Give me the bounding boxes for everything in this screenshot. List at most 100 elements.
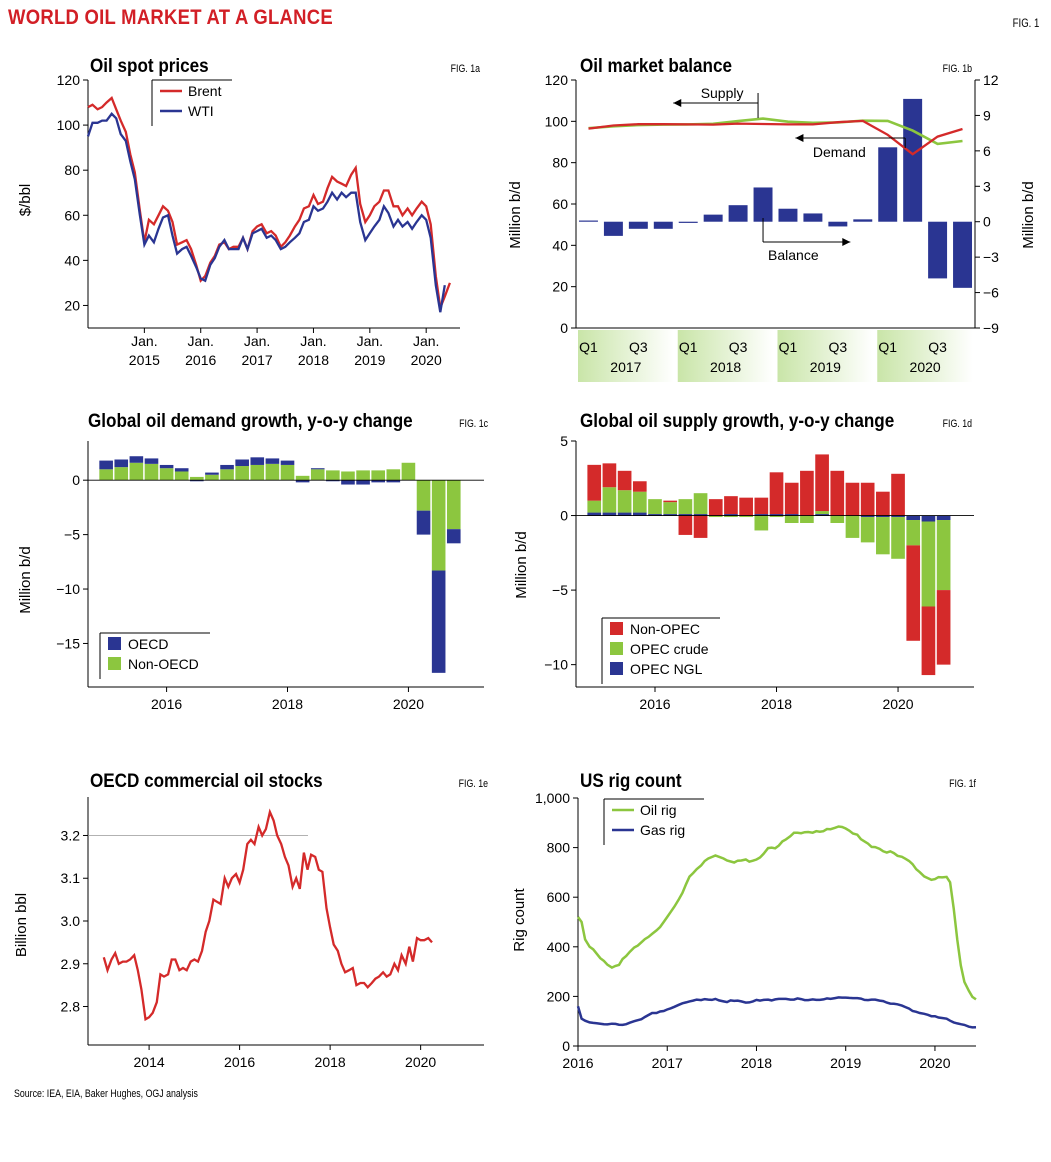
chart-oil-spot-prices: Oil spot prices FIG. 1a 20 40 60 80 100 120 $/bb… [17,55,480,368]
panel-title: OECD commercial oil stocks [90,770,323,791]
bar-opec_crude [724,515,738,518]
x-tick-label: 2016 [185,352,216,368]
x-tick-label: 2017 [242,352,273,368]
bar-oecd [114,459,129,468]
panel-fig-number: FIG. 1c [459,418,488,430]
bar-oecd [341,480,355,485]
legend-swatch [610,662,623,675]
x-tick-label: 2018 [298,352,329,368]
bar-opec_ngl [587,512,602,516]
y-axis-label: Million b/d [17,546,34,614]
balance-bar [728,205,748,222]
chart-oil-market-balance: Oil market balance FIG. 1b 2017 Q1 Q3 2018 Q1 Q… [507,55,1037,382]
legend-swatch [610,642,623,655]
balance-bar [953,221,973,288]
y-tick-label-right: −3 [983,249,999,265]
panel-title: Global oil supply growth, y-o-y change [580,410,894,431]
bar-oecd [310,468,325,470]
x-tick-label: 2018 [761,696,792,712]
y-axis-label: Million b/d [513,531,530,599]
bar-opec_crude [739,515,753,518]
balance-bar [928,221,948,279]
x-tick-label: Jan. [187,333,213,349]
bar-non_opec [632,481,647,492]
y-tick-label-right: 3 [983,178,991,194]
bar-opec_crude [693,493,708,515]
x-tick-label: 2017 [652,1055,683,1071]
x-year-label: 2020 [910,359,941,375]
bar-opec_crude [648,499,662,515]
y-tick-label: 3.1 [61,870,81,886]
balance-bar [753,187,773,222]
x-quarter-label: Q1 [878,339,897,355]
bar-non_opec [800,470,814,516]
bar-oecd [250,457,265,465]
legend-swatch [108,637,121,650]
legend-label: Oil rig [640,802,677,818]
balance-bar [653,221,673,229]
y-tick-label-right: −6 [983,285,999,301]
x-tick-label: 2016 [639,696,670,712]
year-band [677,330,774,382]
y-tick-label: 0 [72,472,80,488]
y-tick-label: 1,000 [535,790,570,806]
x-quarter-label: Q3 [629,339,648,355]
x-tick-label: Jan. [413,333,439,349]
y-tick-label: 3.2 [61,827,81,843]
y-tick-label: −10 [544,657,568,673]
bar-non_opec [708,499,723,516]
bar-non_oecd [144,463,159,481]
x-tick-label: 2020 [919,1055,950,1071]
y-tick-label: −5 [64,527,80,543]
panel-title: Oil market balance [580,55,732,76]
bar-opec_ngl [663,514,678,516]
bar-oecd [326,480,340,482]
bar-opec_ngl [921,515,936,522]
y-tick-label: 120 [545,72,569,88]
source-note: Source: IEA, EIA, Baker Hughes, OGJ anal… [14,1088,198,1100]
y-tick-label: 400 [547,939,571,955]
bar-opec_crude [815,511,829,515]
bar-oecd [371,480,385,483]
y-tick-label: 100 [545,113,569,129]
bar-non_oecd [416,480,431,511]
bar-non_opec [906,545,921,641]
bar-non_oecd [371,470,385,481]
bar-non_opec [936,590,951,665]
y-tick-label: 40 [64,252,80,268]
bar-non_oecd [295,475,310,481]
x-quarter-label: Q1 [679,339,698,355]
bar-non_oecd [310,469,325,481]
x-year-label: 2018 [710,359,741,375]
x-year-label: 2017 [610,359,641,375]
bar-opec_ngl [769,514,784,516]
bar-opec_ngl [891,515,905,518]
bar-non_oecd [265,463,280,481]
y-tick-label: −10 [56,581,80,597]
y-tick-label: 100 [57,117,81,133]
bar-opec_crude [784,515,799,523]
balance-bar [703,214,723,222]
y-tick-label: 600 [547,889,571,905]
bar-opec_crude [754,515,769,531]
x-tick-label: 2016 [151,696,182,712]
bar-opec_crude [769,515,784,518]
bar-opec_crude [800,515,814,523]
x-tick-label: 2015 [129,352,160,368]
legend-label: Non-OECD [128,656,199,672]
bar-opec_ngl [906,515,921,521]
y-tick-label: 3.0 [61,913,81,929]
bar-opec_crude [632,491,647,513]
x-quarter-label: Q3 [928,339,947,355]
x-quarter-label: Q1 [779,339,798,355]
bar-opec_crude [663,502,678,515]
legend-label: Non-OPEC [630,621,700,637]
bar-opec_crude [830,515,845,523]
bar-non_oecd [341,471,355,481]
x-tick-label: 2018 [315,1054,346,1070]
bar-non_oecd [114,467,129,481]
bar-non_oecd [356,470,370,481]
series-line-wti [86,112,446,313]
chart-supply-growth: Global oil supply growth, y-o-y change FI… [513,410,974,712]
bar-opec_ngl [678,514,693,516]
